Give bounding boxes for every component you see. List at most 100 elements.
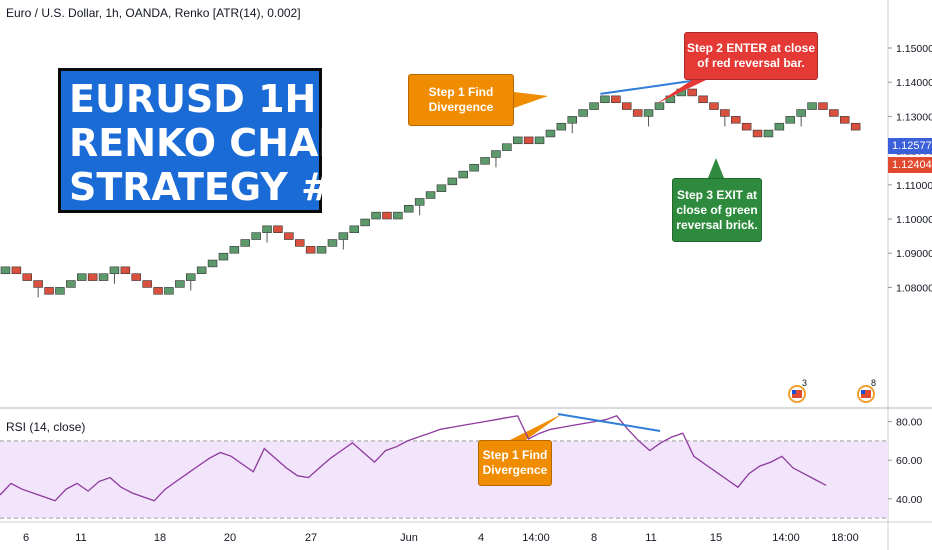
renko-brick <box>240 239 251 247</box>
renko-brick <box>720 109 730 117</box>
event-badge-count: 8 <box>871 378 876 388</box>
strategy-headline: EURUSD 1H RENKO CHART STRATEGY #2 <box>58 68 372 213</box>
headline-line-1: EURUSD 1H <box>69 77 317 121</box>
renko-brick <box>164 287 174 295</box>
renko-brick <box>305 246 316 254</box>
time-tick-label: 18:00 <box>831 532 859 544</box>
rsi-divergence-line <box>557 413 661 432</box>
step3-pointer <box>708 158 724 178</box>
renko-brick <box>251 232 261 240</box>
time-tick-label: 15 <box>710 532 722 544</box>
flag-icon <box>792 390 802 398</box>
renko-brick <box>142 280 152 288</box>
renko-brick <box>425 191 436 199</box>
rsi-tick-label: 60.00 <box>896 455 922 467</box>
renko-brick <box>621 102 632 110</box>
flag-canton <box>861 390 865 394</box>
renko-brick <box>512 136 523 145</box>
renko-brick <box>120 266 131 275</box>
time-tick-label: 18 <box>154 532 166 544</box>
renko-brick <box>382 211 392 220</box>
renko-brick <box>327 239 338 247</box>
renko-brick <box>11 266 22 275</box>
step2-pointer <box>656 80 706 104</box>
step1-price-line-1: Step 1 Find <box>428 85 494 99</box>
renko-brick <box>774 122 785 131</box>
step2-line-1: Step 2 ENTER at close <box>686 41 816 55</box>
renko-brick <box>687 88 697 97</box>
renko-brick <box>730 116 741 124</box>
renko-brick <box>589 102 599 110</box>
renko-brick <box>22 273 32 281</box>
renko-brick <box>131 273 142 281</box>
symbol-title: Euro / U.S. Dollar, 1h, OANDA, Renko [AT… <box>6 6 301 20</box>
renko-brick <box>66 280 76 288</box>
renko-brick <box>371 211 381 220</box>
rsi-title: RSI (14, close) <box>6 420 86 434</box>
renko-brick <box>393 211 403 220</box>
renko-brick <box>196 266 207 275</box>
time-tick-label: 11 <box>645 532 656 544</box>
renko-brick <box>752 129 763 138</box>
renko-brick <box>44 287 54 295</box>
step2-note: Step 2 ENTER at close of red reversal ba… <box>684 32 818 80</box>
renko-brick <box>578 109 588 117</box>
renko-brick <box>632 109 643 117</box>
step1-rsi-line-2: Divergence <box>482 463 548 477</box>
time-tick-label: 11 <box>75 532 86 544</box>
last-price-tag-blue: 1.12577 <box>888 138 932 154</box>
renko-brick <box>349 225 359 233</box>
step1-price-note: Step 1 Find Divergence <box>408 74 514 126</box>
renko-brick <box>229 246 240 254</box>
renko-brick <box>338 232 349 240</box>
step1-rsi-pointer <box>510 414 562 440</box>
renko-brick <box>654 102 665 110</box>
renko-brick <box>153 287 163 295</box>
step1-price-line-2: Divergence <box>428 100 494 114</box>
renko-brick <box>98 273 109 281</box>
renko-brick <box>741 122 752 131</box>
renko-brick <box>785 116 795 124</box>
renko-brick <box>643 109 654 117</box>
step1-price-pointer <box>514 92 548 108</box>
step1-rsi-line-1: Step 1 Find <box>482 448 548 462</box>
renko-brick <box>294 239 305 247</box>
renko-brick <box>502 143 512 151</box>
step3-note: Step 3 EXIT at close of green reversal b… <box>672 178 762 242</box>
renko-brick <box>414 198 425 206</box>
renko-brick <box>316 246 327 254</box>
renko-brick <box>436 184 447 192</box>
renko-brick <box>109 266 120 275</box>
headline-line-2: RENKO CHART <box>69 121 372 165</box>
price-tick-label: 1.15000 <box>896 43 932 55</box>
step3-line-1: Step 3 EXIT at <box>676 187 758 202</box>
renko-brick <box>175 280 185 288</box>
flag-icon <box>861 390 871 398</box>
time-tick-label: 20 <box>224 532 236 544</box>
time-tick-label: 27 <box>305 532 317 544</box>
renko-brick <box>523 136 534 145</box>
renko-brick <box>480 157 490 165</box>
price-tick-label: 1.08000 <box>896 282 932 294</box>
renko-brick <box>807 102 817 110</box>
rsi-band <box>0 440 888 519</box>
price-tick-label: 1.13000 <box>896 111 932 123</box>
time-tick-label: 8 <box>591 532 597 544</box>
price-tick-label: 1.10000 <box>896 214 932 226</box>
price-tick-label: 1.09000 <box>896 248 932 260</box>
step2-line-2: of red reversal bar. <box>697 56 805 70</box>
rsi-line <box>0 415 827 502</box>
renko-brick <box>763 129 774 138</box>
renko-brick <box>55 287 65 295</box>
renko-brick <box>273 225 283 233</box>
renko-brick <box>611 95 621 104</box>
price-tick-label: 1.14000 <box>896 77 932 89</box>
renko-brick <box>534 136 545 145</box>
renko-brick <box>87 273 98 281</box>
renko-brick <box>839 116 850 124</box>
renko-brick <box>403 205 414 213</box>
renko-brick <box>284 232 294 240</box>
rsi-tick-label: 80.00 <box>896 417 922 429</box>
time-tick-label: 14:00 <box>522 532 550 544</box>
